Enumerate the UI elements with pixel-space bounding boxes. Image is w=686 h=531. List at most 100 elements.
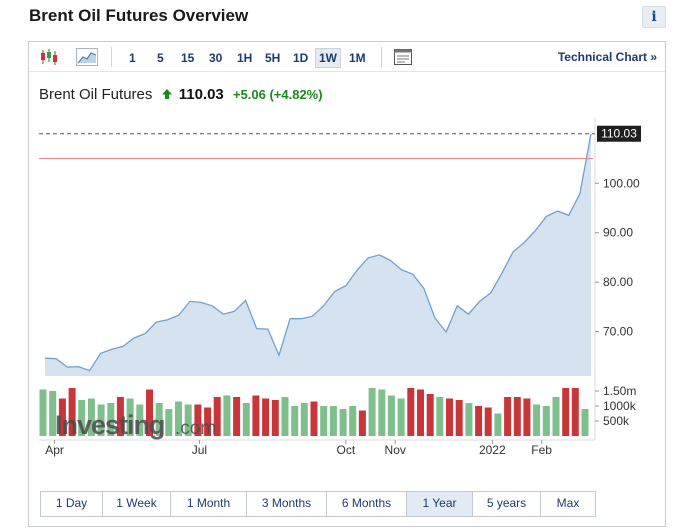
price-point[interactable] <box>512 251 514 253</box>
interval-1m[interactable]: 1M <box>349 51 366 65</box>
volume-bar[interactable] <box>155 403 163 436</box>
volume-bar[interactable] <box>223 395 231 437</box>
price-point[interactable] <box>490 292 492 294</box>
price-point[interactable] <box>367 257 369 259</box>
volume-bar[interactable] <box>368 388 376 436</box>
volume-bar[interactable] <box>87 398 95 437</box>
volume-bar[interactable] <box>68 388 76 436</box>
price-point[interactable] <box>211 305 213 307</box>
range-6-months[interactable]: 6 Months <box>327 492 407 516</box>
price-point[interactable] <box>256 327 258 329</box>
volume-bar[interactable] <box>204 407 212 437</box>
price-point[interactable] <box>111 348 113 350</box>
volume-bar[interactable] <box>446 398 453 437</box>
price-point[interactable] <box>278 354 280 356</box>
volume-bar[interactable] <box>484 407 492 437</box>
price-point[interactable] <box>178 314 180 316</box>
volume-bar[interactable] <box>136 404 144 437</box>
range-1-week[interactable]: 1 Week <box>103 492 171 516</box>
price-point[interactable] <box>467 313 469 315</box>
price-point[interactable] <box>233 310 235 312</box>
price-point[interactable] <box>200 301 202 303</box>
interval-1d[interactable]: 1D <box>293 51 309 65</box>
price-point[interactable] <box>523 241 525 243</box>
volume-bar[interactable] <box>455 400 463 436</box>
volume-bar[interactable] <box>387 395 395 437</box>
interval-15[interactable]: 15 <box>181 51 195 65</box>
volume-bar[interactable] <box>175 401 182 437</box>
price-point[interactable] <box>244 299 246 301</box>
volume-bar[interactable] <box>281 397 289 436</box>
price-point[interactable] <box>300 317 302 319</box>
volume-bar[interactable] <box>339 409 347 436</box>
price-point[interactable] <box>100 352 102 354</box>
price-point[interactable] <box>267 328 269 330</box>
volume-bar[interactable] <box>329 406 337 436</box>
volume-bar[interactable] <box>252 395 260 437</box>
volume-bar[interactable] <box>494 413 502 437</box>
volume-bar[interactable] <box>262 398 270 437</box>
volume-bar[interactable] <box>146 389 153 437</box>
volume-bar[interactable] <box>300 403 308 436</box>
volume-bar[interactable] <box>97 404 105 437</box>
price-chart[interactable]: 70.00 80.00 90.00 100.00 110.03 1.50m1000k500… <box>29 42 665 482</box>
volume-bar[interactable] <box>165 409 173 436</box>
interval-1[interactable]: 1 <box>129 51 136 65</box>
price-point[interactable] <box>155 321 157 323</box>
price-point[interactable] <box>122 345 124 347</box>
volume-bar[interactable] <box>513 397 521 436</box>
volume-bar[interactable] <box>465 403 473 436</box>
technical-chart-link[interactable]: Technical Chart » <box>557 50 657 64</box>
price-point[interactable] <box>88 369 90 371</box>
area-chart-icon[interactable] <box>75 46 99 68</box>
price-point[interactable] <box>311 315 313 317</box>
price-point[interactable] <box>345 284 347 286</box>
price-point[interactable] <box>434 317 436 319</box>
price-point[interactable] <box>478 300 480 302</box>
volume-bar[interactable] <box>407 388 415 436</box>
volume-bar[interactable] <box>233 397 241 436</box>
volume-bar[interactable] <box>581 409 589 436</box>
price-point[interactable] <box>412 273 414 275</box>
price-point[interactable] <box>222 313 224 315</box>
price-point[interactable] <box>445 331 447 333</box>
price-point[interactable] <box>144 332 146 334</box>
price-point[interactable] <box>579 192 581 194</box>
volume-bar[interactable] <box>242 403 250 436</box>
volume-bar[interactable] <box>349 406 357 436</box>
volume-bar[interactable] <box>417 389 424 437</box>
price-point[interactable] <box>556 210 558 212</box>
range-max[interactable]: Max <box>541 492 595 516</box>
price-point[interactable] <box>456 305 458 307</box>
interval-5h[interactable]: 5H <box>265 51 281 65</box>
price-point[interactable] <box>133 337 135 339</box>
volume-bar[interactable] <box>107 403 115 436</box>
volume-bar[interactable] <box>397 398 405 437</box>
volume-bar[interactable] <box>320 406 328 436</box>
volume-bar[interactable] <box>126 398 134 437</box>
price-point[interactable] <box>55 358 57 360</box>
price-point[interactable] <box>501 272 503 274</box>
volume-bar[interactable] <box>116 397 124 436</box>
interval-1w[interactable]: 1W <box>315 48 341 68</box>
price-point[interactable] <box>166 318 168 320</box>
info-button[interactable]: i <box>642 6 666 28</box>
interval-5[interactable]: 5 <box>157 51 164 65</box>
volume-bar[interactable] <box>310 401 318 437</box>
range-1-day[interactable]: 1 Day <box>41 492 103 516</box>
volume-bar[interactable] <box>49 391 57 436</box>
volume-bar[interactable] <box>436 397 444 436</box>
volume-bar[interactable] <box>533 404 541 437</box>
volume-bar[interactable] <box>78 400 86 436</box>
volume-bar[interactable] <box>271 400 279 436</box>
volume-bar[interactable] <box>39 389 47 437</box>
volume-bar[interactable] <box>475 406 483 436</box>
volume-bar[interactable] <box>504 397 512 436</box>
price-point[interactable] <box>44 357 46 359</box>
price-point[interactable] <box>322 305 324 307</box>
price-point[interactable] <box>590 133 592 135</box>
range-3-months[interactable]: 3 Months <box>247 492 327 516</box>
volume-bar[interactable] <box>523 398 531 437</box>
volume-bar[interactable] <box>571 388 579 436</box>
interval-1h[interactable]: 1H <box>237 51 253 65</box>
